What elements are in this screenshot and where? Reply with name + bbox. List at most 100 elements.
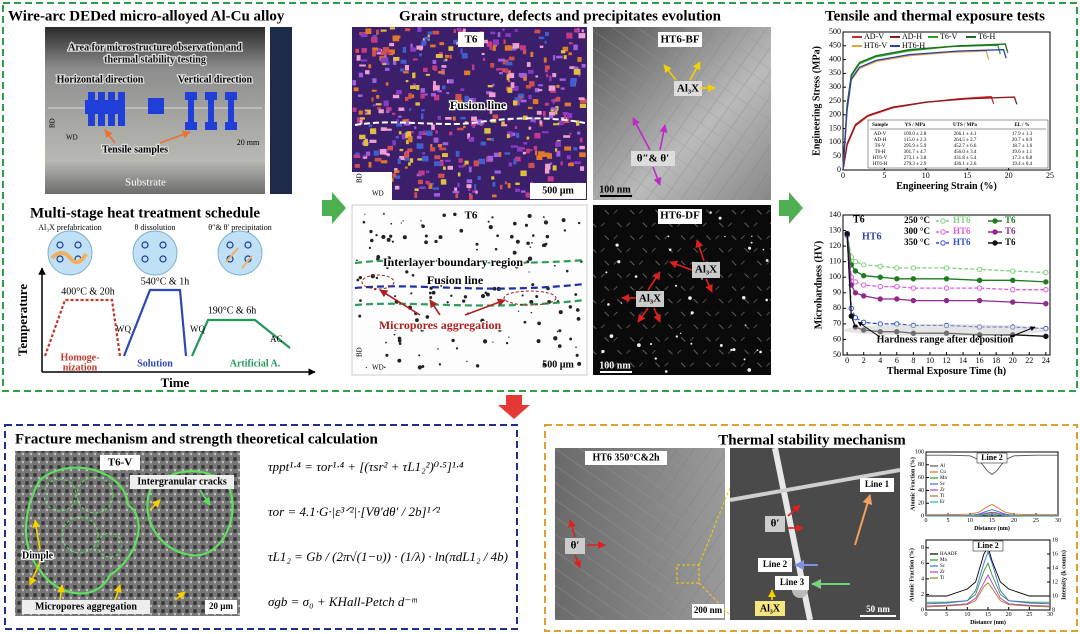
pore [515, 239, 520, 244]
pore [576, 317, 581, 321]
label: Line 3 [780, 577, 805, 587]
label-box [692, 262, 720, 278]
grain [517, 93, 525, 99]
precipitate-dot [667, 235, 670, 238]
label: HT6-DF [660, 210, 700, 222]
pore [442, 213, 447, 218]
grain [573, 66, 579, 71]
precipitate-dot [668, 248, 672, 252]
grain [444, 54, 450, 58]
grain [424, 93, 428, 96]
grain [413, 83, 416, 86]
table-cell: 452.7 ± 6.6 [954, 144, 977, 149]
y-tick-label: 4 [921, 576, 924, 582]
pore [385, 341, 387, 344]
grain [399, 148, 404, 152]
grain [490, 63, 495, 68]
pore [537, 321, 541, 326]
grain [562, 46, 569, 52]
x-tick-label: 5 [947, 518, 950, 524]
grain [399, 155, 405, 160]
data-point [943, 285, 950, 291]
data-point [852, 290, 859, 296]
grain [409, 108, 412, 111]
grain [381, 51, 387, 56]
label-box [658, 209, 702, 224]
optical-map [351, 204, 588, 376]
grain [449, 131, 453, 136]
label: 190°C & 6h [208, 305, 256, 316]
label: Homoge- [61, 352, 100, 363]
precipitate-dot [756, 349, 759, 351]
grain [434, 161, 441, 167]
grain [506, 74, 510, 81]
arrow [57, 584, 66, 601]
label-box [674, 81, 702, 96]
grain [516, 100, 520, 103]
grain [431, 182, 434, 185]
grain [467, 133, 471, 139]
pore [507, 257, 511, 261]
label-box [636, 291, 664, 307]
grain [503, 39, 506, 44]
grain [355, 48, 359, 53]
grain [514, 125, 518, 130]
pore [512, 250, 517, 255]
pore [492, 341, 494, 343]
grain [371, 89, 377, 92]
x-tick-label: 22 [1025, 356, 1033, 365]
pore [356, 278, 360, 282]
data-point [848, 313, 854, 319]
pore [451, 338, 455, 343]
y-tick-label: 100 [915, 449, 924, 455]
annotation: HT6 [862, 231, 881, 242]
label: θ dissolution [135, 223, 176, 232]
label: Al₃X prefabrication [38, 223, 101, 232]
pore [531, 283, 535, 287]
pore [543, 220, 548, 225]
legend-label: Sc [940, 482, 946, 487]
table-cell: 19.6 ± 1.1 [1012, 150, 1033, 155]
grain [382, 47, 390, 53]
precipitate-dot [744, 324, 747, 326]
grain [410, 47, 417, 52]
precipitate-dot [605, 271, 608, 274]
label: 50 nm [866, 604, 890, 614]
table-cell: HT6-H [873, 162, 888, 167]
grain [568, 42, 573, 45]
legend-label: Ti [940, 576, 945, 581]
grain [440, 160, 444, 167]
y-axis-label: Microhardness (HV) [813, 241, 824, 329]
specimen [148, 98, 164, 114]
grain [422, 152, 426, 155]
precipitate-dot [601, 349, 605, 354]
grain [452, 116, 456, 121]
arrow [652, 166, 662, 186]
label: Line 2 [763, 559, 788, 569]
grain [544, 40, 547, 44]
legend-label: Al [940, 464, 946, 469]
grain [376, 95, 380, 99]
grain [393, 56, 400, 61]
zoom-line [698, 582, 731, 616]
grain [405, 28, 411, 32]
grain [570, 78, 577, 83]
arrow [104, 129, 116, 144]
grain [533, 117, 537, 123]
pore [421, 365, 425, 368]
precipitate-dot [159, 255, 167, 263]
grain [550, 109, 554, 112]
grain [376, 47, 382, 53]
grain [380, 29, 387, 32]
pore [553, 264, 556, 267]
legend-label: T6-V [940, 32, 958, 41]
x-tick-label: 0 [841, 171, 845, 180]
pore [415, 318, 419, 322]
grain [430, 143, 433, 150]
pore [428, 291, 432, 295]
grain [403, 152, 409, 158]
table-cell: 456.0 ± 3.4 [954, 150, 977, 155]
precipitate-dot [56, 255, 64, 263]
grain [559, 78, 566, 81]
